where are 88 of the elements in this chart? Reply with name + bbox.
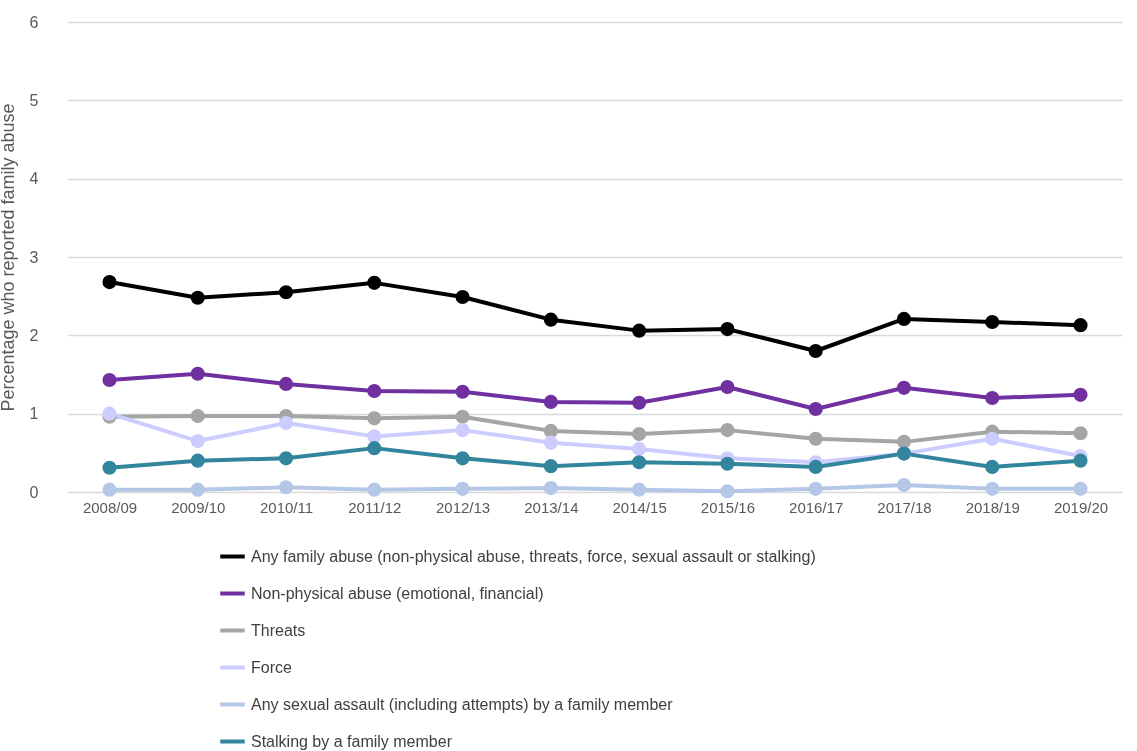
point xyxy=(278,376,294,391)
point xyxy=(1073,453,1088,468)
point xyxy=(1073,426,1088,441)
y-tick-label: 1 xyxy=(29,405,39,423)
point xyxy=(543,481,558,496)
point xyxy=(720,423,735,438)
point xyxy=(808,401,823,417)
point xyxy=(455,423,470,438)
point xyxy=(632,395,647,410)
point xyxy=(896,311,912,326)
point xyxy=(632,323,647,338)
point xyxy=(455,289,470,305)
point xyxy=(808,343,823,359)
point xyxy=(543,423,558,438)
point xyxy=(190,408,205,424)
point xyxy=(543,394,558,409)
point xyxy=(543,312,558,327)
point xyxy=(455,451,470,466)
legend-label: Any sexual assault (including attempts) by a family member xyxy=(251,695,674,713)
point xyxy=(632,482,647,497)
x-tick-label: 2013/14 xyxy=(524,498,579,516)
point xyxy=(367,275,382,290)
x-tick-label: 2019/20 xyxy=(1053,498,1109,516)
point xyxy=(102,372,117,388)
y-tick-label: 6 xyxy=(29,13,39,31)
point xyxy=(190,482,205,497)
point xyxy=(985,314,1000,330)
point xyxy=(632,455,647,470)
point xyxy=(808,431,823,446)
x-tick-label: 2014/15 xyxy=(612,498,667,516)
x-tick-label: 2012/13 xyxy=(435,498,491,516)
point xyxy=(367,383,382,399)
point xyxy=(278,285,294,300)
point xyxy=(896,380,912,395)
point xyxy=(720,484,735,499)
point xyxy=(808,481,823,496)
y-tick-label: 2 xyxy=(29,326,39,344)
point xyxy=(455,409,470,424)
point xyxy=(543,435,558,450)
x-tick-label: 2008/09 xyxy=(82,498,138,516)
y-tick-label: 3 xyxy=(29,248,39,266)
legend-label: Any family abuse (non-physical abuse, threats, force, sexual assault or stalking) xyxy=(251,547,816,565)
point xyxy=(102,460,117,475)
point xyxy=(543,459,558,474)
x-tick-label: 2010/11 xyxy=(259,498,314,516)
point xyxy=(190,366,205,381)
point xyxy=(1073,387,1088,402)
x-tick-label: 2018/19 xyxy=(965,498,1020,516)
point xyxy=(367,482,382,497)
point xyxy=(985,431,1000,446)
x-tick-label: 2009/10 xyxy=(171,498,226,516)
point xyxy=(455,481,470,496)
point xyxy=(985,481,1000,496)
point xyxy=(190,453,205,468)
point xyxy=(720,456,735,471)
point xyxy=(720,379,735,395)
y-tick-label: 4 xyxy=(29,170,39,188)
point xyxy=(632,426,647,442)
legend-label: Force xyxy=(251,658,292,676)
point xyxy=(367,441,382,456)
x-tick-label: 2011/12 xyxy=(348,498,402,516)
legend-label: Non-physical abuse (emotional, financial) xyxy=(251,584,544,602)
point xyxy=(190,290,205,305)
point xyxy=(278,480,294,495)
legend-label: Stalking by a family member xyxy=(251,732,453,750)
point xyxy=(985,390,1000,406)
point xyxy=(720,322,735,337)
point xyxy=(190,434,205,449)
point xyxy=(102,482,117,497)
x-tick-label: 2017/18 xyxy=(877,498,932,516)
point xyxy=(278,451,294,466)
point xyxy=(278,416,294,431)
point xyxy=(985,459,1000,474)
point xyxy=(808,459,823,474)
point xyxy=(896,477,912,493)
x-tick-label: 2016/17 xyxy=(789,498,844,516)
point xyxy=(1073,481,1088,496)
point xyxy=(455,384,470,399)
point xyxy=(1073,318,1088,333)
y-axis-title: Percentage who reported family abuse xyxy=(0,103,18,412)
y-tick-label: 5 xyxy=(29,91,39,109)
point xyxy=(896,434,912,449)
legend-label: Threats xyxy=(251,621,306,639)
y-tick-label: 0 xyxy=(29,483,39,501)
point xyxy=(367,411,382,426)
point xyxy=(632,441,647,456)
point xyxy=(102,275,117,290)
x-tick-label: 2015/16 xyxy=(700,498,756,516)
